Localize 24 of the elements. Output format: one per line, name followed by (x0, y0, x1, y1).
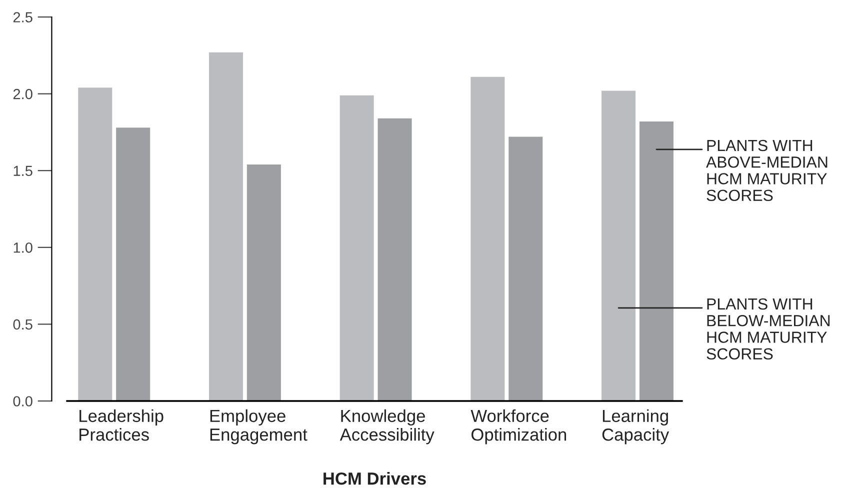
y-tick-label: 2.5 (13, 12, 32, 22)
y-tick-label: 2.0 (13, 88, 32, 100)
text: PLANTS WITH ABOVE-MEDIAN HCM MATURITY SCORES (706, 140, 828, 202)
bar (602, 90, 636, 401)
bar (246, 164, 281, 401)
x-tick-label: Leadership Practices (80, 409, 164, 441)
text: PLANTS WITH BELOW-MEDIAN HCM MATURITY SCORES (706, 298, 830, 360)
y-tick-label: 1.0 (14, 242, 32, 253)
x-tick-label: Employee Engagement (210, 409, 308, 444)
bar (470, 76, 505, 401)
y-tick-label: 1.5 (14, 166, 32, 176)
bar (378, 118, 412, 401)
bar (116, 128, 150, 401)
x-tick-label: Knowledge Accessibility (340, 409, 434, 444)
bar (208, 52, 243, 401)
bar (78, 88, 112, 401)
bar (639, 121, 674, 401)
bar (340, 95, 374, 401)
x-axis-title: HCM Drivers (324, 472, 426, 485)
x-tick-label: Learning Capacity (602, 409, 670, 444)
y-tick-label: 0.5 (13, 319, 32, 330)
x-tick-label: Workforce Optimization (470, 409, 566, 444)
y-tick-label: 0.0 (13, 396, 32, 406)
bar (508, 136, 543, 401)
